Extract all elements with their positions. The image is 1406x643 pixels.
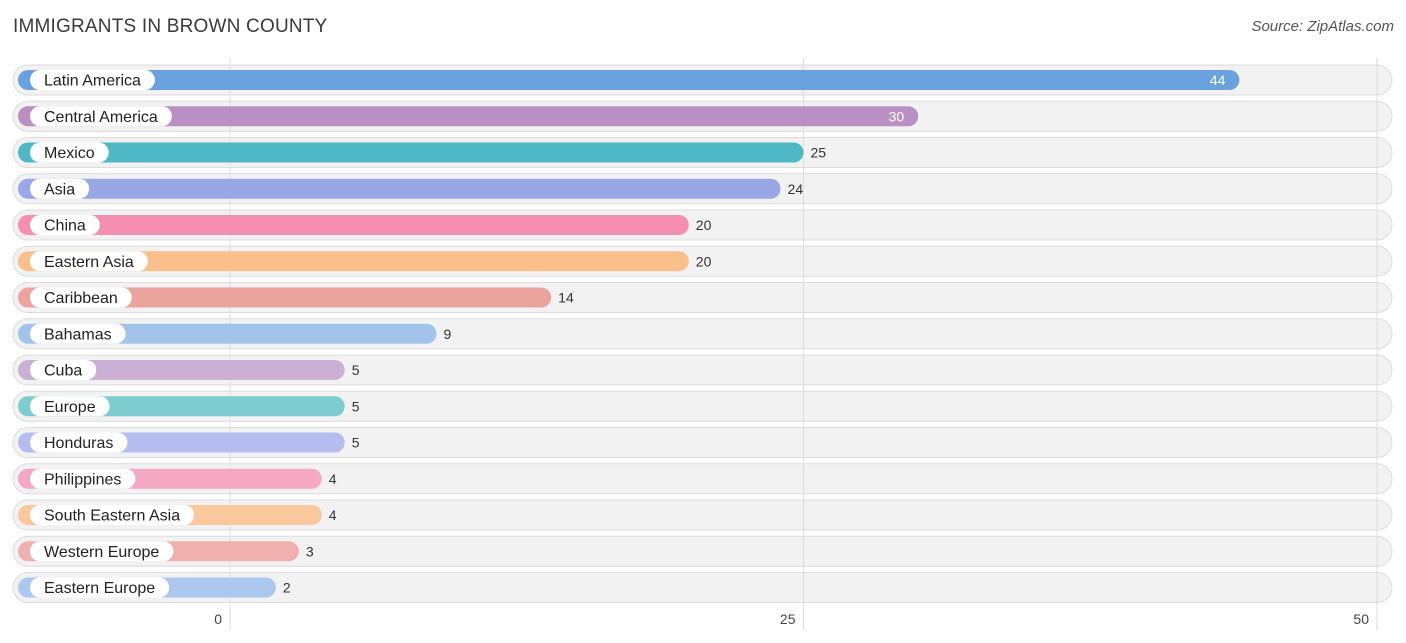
chart-title: IMMIGRANTS IN BROWN COUNTY: [13, 16, 328, 37]
bar-row: Latin America 44: [18, 70, 1240, 90]
category-label: Caribbean: [44, 290, 118, 307]
category-label: Latin America: [44, 73, 141, 90]
bar-row: South Eastern Asia 4: [18, 505, 337, 525]
value-label: 5: [352, 435, 360, 451]
bar-row: Western Europe 3: [18, 541, 314, 562]
bar-row: Asia 24: [18, 178, 804, 199]
row-track: [12, 499, 1393, 531]
source-note: Source: ZipAtlas.com: [1251, 18, 1394, 35]
category-label-pill: [30, 178, 90, 199]
value-label: 24: [788, 181, 804, 197]
bar: [18, 360, 345, 380]
category-label-pill: [30, 106, 172, 127]
row-track: [12, 572, 1393, 603]
category-label-pill: [30, 70, 155, 90]
value-label: 30: [889, 108, 905, 124]
bar: [18, 106, 919, 127]
x-tick-label: 50: [1353, 611, 1369, 627]
category-label: Honduras: [44, 435, 113, 452]
category-label: China: [44, 218, 86, 235]
category-label: Cuba: [44, 363, 82, 380]
category-label-pill: [30, 323, 126, 344]
category-label-pill: [30, 505, 195, 525]
bar-row: Cuba 5: [18, 360, 360, 380]
value-label: 4: [329, 507, 337, 523]
bar-row: Eastern Asia 20: [18, 251, 712, 272]
row-track: [12, 427, 1393, 458]
row-track: [12, 354, 1393, 386]
bar-row: China 20: [18, 215, 712, 235]
row-track: [12, 535, 1393, 567]
bar-row: Central America 30: [18, 106, 919, 127]
value-label: 44: [1210, 72, 1226, 88]
category-label: Western Europe: [44, 544, 159, 561]
bar: [18, 70, 1240, 90]
value-label: 14: [558, 290, 574, 306]
category-label: Mexico: [44, 145, 95, 162]
bar: [18, 178, 781, 199]
category-label-pill: [30, 251, 148, 272]
category-label-pill: [30, 396, 110, 417]
row-track: [12, 390, 1393, 422]
category-label-pill: [30, 432, 128, 453]
category-label-pill: [30, 287, 132, 308]
category-label: Eastern Europe: [44, 580, 155, 597]
row-track: [12, 463, 1393, 495]
x-tick-label: 0: [214, 611, 222, 627]
value-label: 20: [696, 253, 712, 269]
value-label: 3: [306, 543, 314, 559]
bar-row: Philippines 4: [18, 468, 337, 489]
value-label: 2: [283, 580, 291, 596]
category-label: Eastern Asia: [44, 254, 134, 271]
bar: [18, 287, 552, 308]
bar-row: Europe 5: [18, 396, 360, 417]
value-label: 20: [696, 217, 712, 233]
category-label: Central America: [44, 109, 158, 126]
category-label: Bahamas: [44, 326, 112, 343]
bar: [18, 215, 689, 235]
category-label: Europe: [44, 399, 96, 416]
bar: [18, 142, 804, 163]
value-label: 5: [352, 362, 360, 378]
category-label-pill: [30, 468, 136, 489]
value-label: 9: [443, 326, 451, 342]
category-label-pill: [30, 360, 97, 380]
bar-row: Honduras 5: [18, 432, 360, 453]
category-label-pill: [30, 577, 170, 598]
x-tick-label: 25: [780, 611, 796, 627]
category-label: South Eastern Asia: [44, 508, 180, 525]
bar-row: Bahamas 9: [18, 323, 451, 344]
category-label-pill: [30, 142, 109, 163]
category-label-pill: [30, 541, 174, 562]
value-label: 25: [811, 145, 827, 161]
category-label: Philippines: [44, 471, 121, 488]
category-label-pill: [30, 215, 100, 235]
bar: [18, 251, 689, 272]
category-label: Asia: [44, 181, 75, 198]
bar-row: Caribbean 14: [18, 287, 574, 308]
value-label: 5: [352, 398, 360, 414]
value-label: 4: [329, 471, 337, 487]
bar-row: Mexico 25: [18, 142, 827, 163]
bar-row: Eastern Europe 2: [18, 577, 291, 598]
